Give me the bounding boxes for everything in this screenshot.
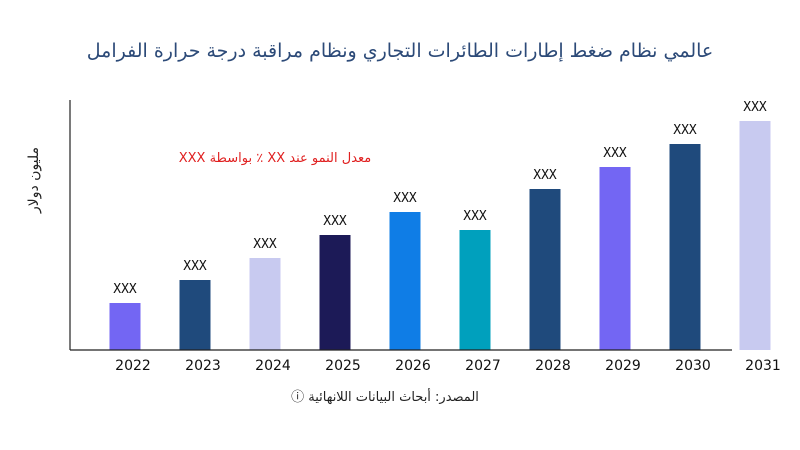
x-tick-2024: 2024 bbox=[255, 358, 291, 374]
value-label-2024: XXX bbox=[253, 237, 277, 252]
x-tick-2030: 2030 bbox=[675, 358, 711, 374]
x-tick-2025: 2025 bbox=[325, 358, 361, 374]
y-axis-label: مليون دولار bbox=[26, 147, 42, 214]
bar-2027 bbox=[459, 230, 491, 350]
bars-group bbox=[109, 121, 771, 350]
bar-2028 bbox=[529, 189, 561, 350]
value-label-2027: XXX bbox=[463, 209, 487, 224]
value-label-2022: XXX bbox=[113, 282, 137, 297]
bar-2023 bbox=[179, 280, 211, 350]
value-label-2028: XXX bbox=[533, 168, 557, 183]
bar-2022 bbox=[109, 303, 141, 350]
x-tick-2028: 2028 bbox=[535, 358, 571, 374]
x-tick-2022: 2022 bbox=[115, 358, 151, 374]
x-tick-2029: 2029 bbox=[605, 358, 641, 374]
bar-2024 bbox=[249, 258, 281, 350]
value-label-2029: XXX bbox=[603, 146, 627, 161]
value-labels-group: XXX XXX XXX XXX XXX XXX XXX XXX XXX XXX bbox=[113, 100, 767, 297]
x-tick-2031: 2031 bbox=[745, 358, 781, 374]
bar-2025 bbox=[319, 235, 351, 350]
source-note: المصدر: أبحاث البيانات اللانهائية ⓘ bbox=[291, 390, 479, 405]
value-label-2025: XXX bbox=[323, 214, 347, 229]
growth-annotation: معدل النمو عند XX ٪ بواسطة XXX bbox=[179, 151, 372, 166]
value-label-2030: XXX bbox=[673, 123, 697, 138]
bar-2031 bbox=[739, 121, 771, 350]
value-label-2023: XXX bbox=[183, 259, 207, 274]
x-tick-labels-group: 2022 2023 2024 2025 2026 2027 2028 2029 2030 2031 bbox=[115, 358, 781, 374]
bar-2030 bbox=[669, 144, 701, 350]
value-label-2026: XXX bbox=[393, 191, 417, 206]
x-tick-2027: 2027 bbox=[465, 358, 501, 374]
bar-2029 bbox=[599, 167, 631, 350]
bar-2026 bbox=[389, 212, 421, 350]
x-tick-2026: 2026 bbox=[395, 358, 431, 374]
x-tick-2023: 2023 bbox=[185, 358, 221, 374]
chart-title: عالمي نظام ضغط إطارات الطائرات التجاري و… bbox=[86, 40, 714, 62]
value-label-2031: XXX bbox=[743, 100, 767, 115]
